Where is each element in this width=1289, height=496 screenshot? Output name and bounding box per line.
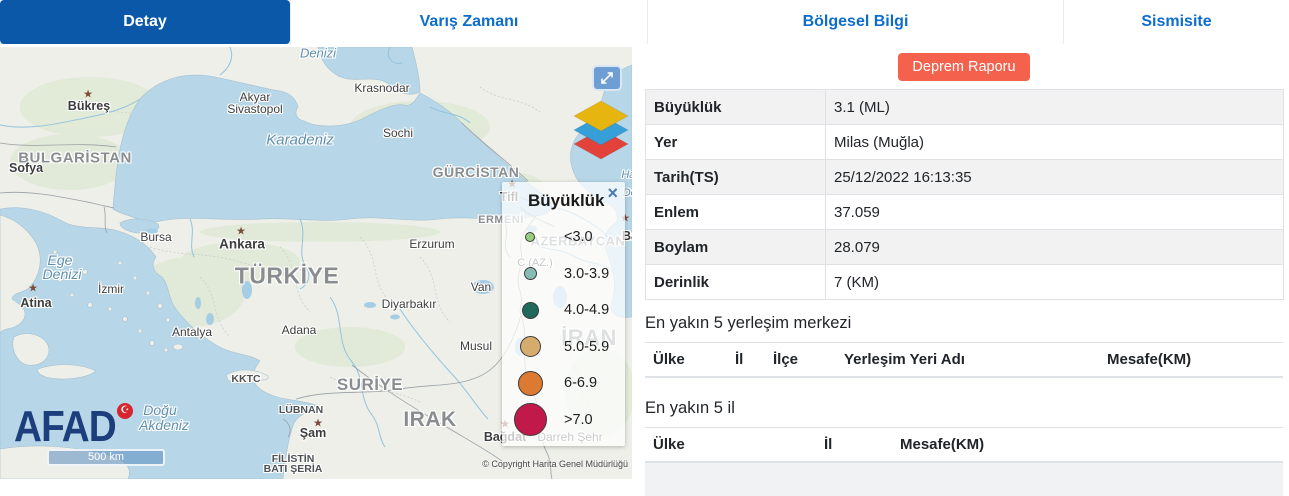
magnitude-circle xyxy=(510,232,550,243)
detail-row: Boylam 28.079 xyxy=(645,229,1284,265)
legend-item-label: 3.0-3.9 xyxy=(564,265,610,282)
magnitude-circle-swatch xyxy=(525,232,535,243)
legend-item: <3.0 xyxy=(510,219,625,256)
detail-row: Enlem 37.059 xyxy=(645,194,1284,230)
deprem-raporu-button[interactable]: Deprem Raporu xyxy=(898,53,1030,81)
magnitude-circle-swatch xyxy=(521,301,539,319)
detail-row: Derinlik 7 (KM) xyxy=(645,264,1284,300)
afad-logo: AFAD ☪ xyxy=(14,402,133,451)
detail-label: Boylam xyxy=(645,229,826,265)
provinces-header-row: Ülke İl Mesafe(KM) xyxy=(645,427,1283,463)
nearest-provinces-table: Ülke İl Mesafe(KM) xyxy=(645,427,1283,496)
detail-row: Tarih(TS) 25/12/2022 16:13:35 xyxy=(645,159,1284,195)
legend-item: 6-6.9 xyxy=(510,365,625,402)
basemap xyxy=(0,47,632,479)
magnitude-circle-swatch xyxy=(513,403,547,437)
legend-items: <3.0 3.0-3.9 4.0-4.9 xyxy=(502,211,625,438)
legend-item: 5.0-5.9 xyxy=(510,329,625,366)
detail-label: Tarih(TS) xyxy=(645,159,826,195)
detail-row: Yer Milas (Muğla) xyxy=(645,124,1284,160)
legend-item-label: >7.0 xyxy=(564,411,593,428)
legend-item: 4.0-4.9 xyxy=(510,292,625,329)
detail-value: 7 (KM) xyxy=(825,264,1284,300)
magnitude-circle-swatch xyxy=(523,267,537,281)
magnitude-circle xyxy=(510,403,550,437)
layers-icon xyxy=(572,100,630,160)
tab-label: Sismisite xyxy=(1141,13,1212,30)
map-scale: 500 km xyxy=(47,449,165,466)
detail-label: Büyüklük xyxy=(645,89,826,125)
tab[interactable]: Sismisite xyxy=(1063,0,1289,44)
legend-item-label: <3.0 xyxy=(564,229,593,246)
nearest-provinces-title: En yakın 5 il xyxy=(645,399,735,417)
legend-item: >7.0 xyxy=(510,402,625,439)
tab[interactable]: Bölgesel Bilgi xyxy=(647,0,1063,44)
empty-row xyxy=(645,462,1283,496)
nearest-settlements-table: Ülke İl İlçe Yerleşim Yeri Adı Mesafe(KM) xyxy=(645,342,1283,378)
detail-value: Milas (Muğla) xyxy=(825,124,1284,160)
legend-title: Büyüklük xyxy=(528,191,605,210)
vegetation-patches xyxy=(10,77,632,437)
column-header: İl xyxy=(727,342,765,378)
legend-item: 3.0-3.9 xyxy=(510,256,625,293)
detail-row: Büyüklük 3.1 (ML) xyxy=(645,89,1284,125)
earthquake-detail-table: Büyüklük 3.1 (ML) Yer Milas (Muğla) Tari… xyxy=(645,89,1284,300)
detail-label: Derinlik xyxy=(645,264,826,300)
tab-bar: Detay Varış Zamanı Bölgesel Bilgi Sismis… xyxy=(0,0,1289,44)
column-header: Mesafe(KM) xyxy=(892,427,1283,463)
fullscreen-button[interactable] xyxy=(592,65,622,91)
magnitude-legend: Büyüklük × <3.0 3.0-3.9 xyxy=(502,182,625,446)
map-attribution: © Copyright Harita Genel Müdürlüğü xyxy=(482,459,628,469)
column-header: İlçe xyxy=(765,342,836,378)
report-button-row: Deprem Raporu xyxy=(645,53,1283,81)
magnitude-circle xyxy=(510,301,550,319)
legend-item-label: 4.0-4.9 xyxy=(564,302,610,319)
tab-label: Varış Zamanı xyxy=(419,13,519,30)
column-header: Yerleşim Yeri Adı xyxy=(836,342,1099,378)
column-header: İl xyxy=(816,427,892,463)
magnitude-circle-swatch xyxy=(517,370,543,396)
detail-value: 37.059 xyxy=(825,194,1284,230)
nearest-settlements-title: En yakın 5 yerleşim merkezi xyxy=(645,314,852,332)
detail-value: 28.079 xyxy=(825,229,1284,265)
tab[interactable]: Varış Zamanı xyxy=(290,0,647,44)
detail-label: Enlem xyxy=(645,194,826,230)
tab-label: Bölgesel Bilgi xyxy=(802,13,909,30)
tab-label: Detay xyxy=(123,13,167,30)
magnitude-circle xyxy=(510,370,550,396)
map[interactable]: Denizi ★ Bükreş Akyar Sivastopol Karaden… xyxy=(0,47,632,479)
column-header: Mesafe(KM) xyxy=(1099,342,1283,378)
magnitude-circle xyxy=(510,336,550,358)
turkish-flag-icon: ☪ xyxy=(117,403,133,419)
detail-panel: Deprem Raporu Büyüklük 3.1 (ML) Yer Mila… xyxy=(645,47,1284,496)
detail-label: Yer xyxy=(645,124,826,160)
expand-icon xyxy=(601,72,613,84)
legend-close-icon[interactable]: × xyxy=(607,183,618,203)
layers-control[interactable] xyxy=(570,99,632,166)
magnitude-circle-swatch xyxy=(519,336,541,358)
column-header: Ülke xyxy=(645,342,727,378)
column-header: Ülke xyxy=(645,427,816,463)
detail-value: 3.1 (ML) xyxy=(825,89,1284,125)
settlements-header-row: Ülke İl İlçe Yerleşim Yeri Adı Mesafe(KM) xyxy=(645,342,1283,378)
afad-logo-text: AFAD xyxy=(14,402,117,451)
legend-item-label: 6-6.9 xyxy=(564,375,598,392)
magnitude-circle xyxy=(510,267,550,281)
tab[interactable]: Detay xyxy=(0,0,290,44)
detail-value: 25/12/2022 16:13:35 xyxy=(825,159,1284,195)
legend-item-label: 5.0-5.9 xyxy=(564,338,610,355)
